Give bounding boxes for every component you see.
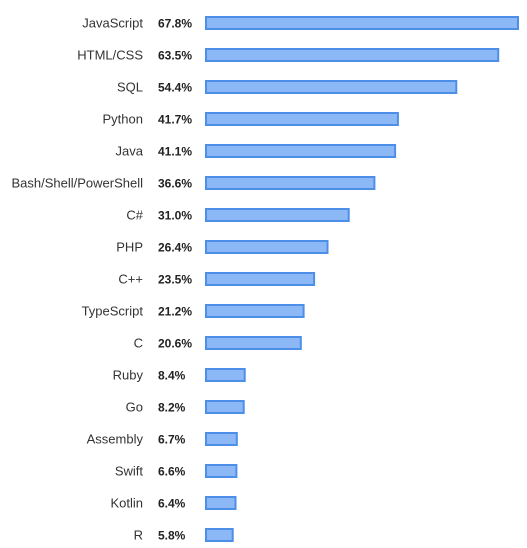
value-label-r: 5.8%	[158, 529, 186, 543]
category-label-swift: Swift	[115, 464, 144, 479]
value-label-swift: 6.6%	[158, 465, 186, 479]
category-label-kotlin: Kotlin	[110, 496, 143, 511]
value-label-typescript: 21.2%	[158, 305, 192, 319]
bar-html-css	[205, 48, 500, 62]
value-label-ruby: 8.4%	[158, 369, 186, 383]
bar-c	[205, 208, 350, 222]
bar-swift	[205, 464, 238, 478]
bar-kotlin	[205, 496, 237, 510]
value-label-python: 41.7%	[158, 113, 192, 127]
bar-r	[205, 528, 234, 542]
category-label-html-css: HTML/CSS	[77, 48, 143, 63]
category-label-c: C	[134, 336, 143, 351]
value-label-c: 20.6%	[158, 337, 192, 351]
value-label-java: 41.1%	[158, 145, 192, 159]
bar-typescript	[205, 304, 305, 318]
category-label-r: R	[134, 528, 143, 543]
category-label-sql: SQL	[117, 80, 143, 95]
category-label-c: C#	[126, 208, 143, 223]
category-label-c: C++	[118, 272, 143, 287]
value-label-go: 8.2%	[158, 401, 186, 415]
category-label-assembly: Assembly	[87, 432, 144, 447]
value-label-assembly: 6.7%	[158, 433, 186, 447]
value-label-c: 23.5%	[158, 273, 192, 287]
category-label-bash-shell-powershell: Bash/Shell/PowerShell	[11, 176, 143, 191]
bar-assembly	[205, 432, 238, 446]
value-label-bash-shell-powershell: 36.6%	[158, 177, 192, 191]
bar-php	[205, 240, 329, 254]
value-label-kotlin: 6.4%	[158, 497, 186, 511]
bar-sql	[205, 80, 458, 94]
value-label-php: 26.4%	[158, 241, 192, 255]
bar-javascript	[205, 16, 519, 30]
category-label-java: Java	[116, 144, 144, 159]
category-label-python: Python	[103, 112, 143, 127]
bar-bash-shell-powershell	[205, 176, 376, 190]
value-label-javascript: 67.8%	[158, 17, 192, 31]
bar-java	[205, 144, 397, 158]
category-label-go: Go	[126, 400, 143, 415]
category-label-javascript: JavaScript	[82, 16, 143, 31]
value-label-html-css: 63.5%	[158, 49, 192, 63]
value-label-sql: 54.4%	[158, 81, 192, 95]
category-label-php: PHP	[116, 240, 143, 255]
bar-c	[205, 272, 316, 286]
bar-c	[205, 336, 302, 350]
bar-go	[205, 400, 245, 414]
value-label-c: 31.0%	[158, 209, 192, 223]
category-label-ruby: Ruby	[113, 368, 144, 383]
category-label-typescript: TypeScript	[82, 304, 144, 319]
bar-ruby	[205, 368, 246, 382]
bar-python	[205, 112, 399, 126]
